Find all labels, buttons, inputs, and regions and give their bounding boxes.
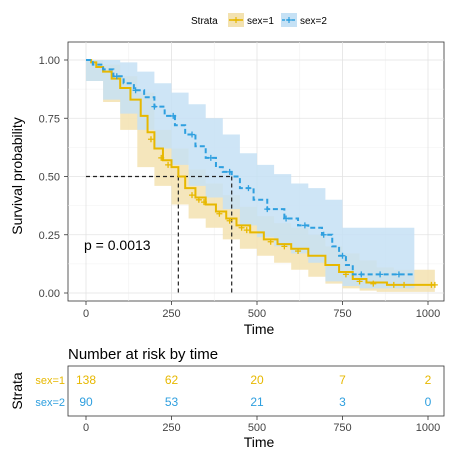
risk-cell-sex=2-3: 3: [339, 395, 346, 409]
censor-mark-sex=2-13: [358, 271, 365, 278]
censor-mark-sex=2-6: [226, 168, 233, 175]
legend-title: Strata: [191, 16, 218, 27]
x-tick-label-3: 750: [333, 308, 351, 320]
censor-mark-sex=2-10: [301, 222, 308, 229]
risk-cell-sex=2-0: 90: [79, 395, 93, 409]
risk-table-rows: sex=1 138 62 20 7 2 sex=2 90 53 21 3 0: [35, 373, 431, 409]
x-axis-ticks: 0 250 500 750 1000: [83, 301, 440, 320]
x-tick-label-2: 500: [248, 308, 266, 320]
censor-mark-sex=1-11: [281, 243, 288, 250]
median-survival-lines: [86, 175, 233, 293]
censor-mark-sex=1-10: [267, 238, 274, 245]
ci-band-sex=2: [86, 60, 415, 289]
risk-cell-sex=1-4: 2: [425, 373, 432, 387]
x-axis-title: Time: [244, 321, 275, 337]
censor-mark-sex=1-8: [238, 224, 245, 231]
risk-cell-sex=1-1: 62: [165, 373, 179, 387]
censor-mark-sex=2-0: [113, 73, 120, 80]
risk-table-x-ticks: 0 250 500 750 1000: [83, 416, 440, 434]
x-tick-label-1: 250: [162, 308, 180, 320]
censor-mark-sex=2-8: [264, 206, 271, 213]
censor-mark-sex=2-12: [339, 252, 346, 259]
censor-mark-sex=2-2: [151, 103, 158, 110]
risk-x-tick-label-0: 0: [83, 422, 89, 434]
survival-curve-sex=2: [86, 59, 415, 276]
censor-mark-sex=1-7: [226, 217, 233, 224]
censor-mark-sex=1-3: [189, 192, 196, 199]
censor-mark-sex=2-7: [245, 185, 252, 192]
censor-mark-sex=1-16: [390, 281, 397, 288]
legend-label-sex=2: sex=2: [300, 16, 327, 27]
censor-mark-sex=1-17: [401, 281, 408, 288]
legend-cross-sex=2: [286, 17, 292, 23]
censor-mark-sex=1-5: [200, 199, 207, 206]
risk-table-panel: [67, 365, 445, 417]
risk-cell-sex=1-2: 20: [250, 373, 264, 387]
censor-mark-sex=1-15: [370, 280, 377, 287]
y-tick-label-2: 0.50: [39, 172, 60, 184]
y-tick-label-0: 0.00: [39, 288, 60, 300]
censor-mark-sex=1-19: [431, 281, 438, 288]
y-tick-label-4: 1.00: [39, 55, 60, 67]
risk-table-title: Number at risk by time: [68, 346, 218, 363]
x-tick-label-0: 0: [83, 308, 89, 320]
censor-mark-sex=1-4: [195, 196, 202, 203]
censor-mark-sex=2-14: [377, 271, 384, 278]
censor-mark-sex=2-5: [207, 154, 214, 161]
censor-mark-sex=2-9: [283, 215, 290, 222]
censor-marks: [113, 73, 438, 288]
censor-mark-sex=1-1: [158, 154, 165, 161]
survival-curve-sex=1: [86, 59, 435, 286]
censor-mark-sex=2-15: [395, 271, 402, 278]
censor-mark-sex=1-0: [147, 136, 154, 143]
x-tick-label-4: 1000: [416, 308, 440, 320]
censor-mark-sex=2-11: [320, 231, 327, 238]
risk-x-tick-label-4: 1000: [416, 422, 440, 434]
legend-cross-sex=1: [233, 17, 239, 23]
y-tick-label-3: 0.75: [39, 113, 60, 125]
censor-mark-sex=1-12: [295, 248, 302, 255]
risk-y-axis-title: Strata: [9, 372, 25, 410]
y-tick-label-1: 0.25: [39, 230, 60, 242]
censor-mark-sex=1-9: [243, 227, 250, 234]
risk-cell-sex=2-2: 21: [250, 395, 264, 409]
risk-cell-sex=1-3: 7: [339, 373, 346, 387]
p-value-label: p = 0.0013: [84, 237, 151, 253]
censor-mark-sex=2-1: [132, 87, 139, 94]
risk-cell-sex=1-0: 138: [76, 373, 96, 387]
censor-mark-sex=1-14: [356, 278, 363, 285]
censor-mark-sex=1-6: [216, 210, 223, 217]
y-axis-title: Survival probability: [9, 117, 25, 235]
survival-curves: [86, 59, 435, 286]
censor-mark-sex=1-13: [342, 271, 349, 278]
risk-x-axis-title: Time: [244, 434, 275, 450]
risk-cell-sex=2-4: 0: [425, 395, 432, 409]
risk-row-label-sex=1: sex=1: [35, 375, 65, 387]
risk-x-tick-label-2: 500: [248, 422, 266, 434]
risk-x-tick-label-3: 750: [333, 422, 351, 434]
risk-x-tick-label-1: 250: [162, 422, 180, 434]
legend: Strata sex=1 sex=2: [191, 13, 327, 27]
risk-row-label-sex=2: sex=2: [35, 397, 65, 409]
risk-cell-sex=2-1: 53: [165, 395, 179, 409]
censor-mark-sex=2-3: [170, 112, 177, 119]
legend-label-sex=1: sex=1: [247, 16, 274, 27]
y-axis-ticks: 0.00 0.25 0.50 0.75 1.00: [39, 55, 68, 300]
censor-mark-sex=2-4: [189, 131, 196, 138]
censor-mark-sex=1-2: [165, 161, 172, 168]
